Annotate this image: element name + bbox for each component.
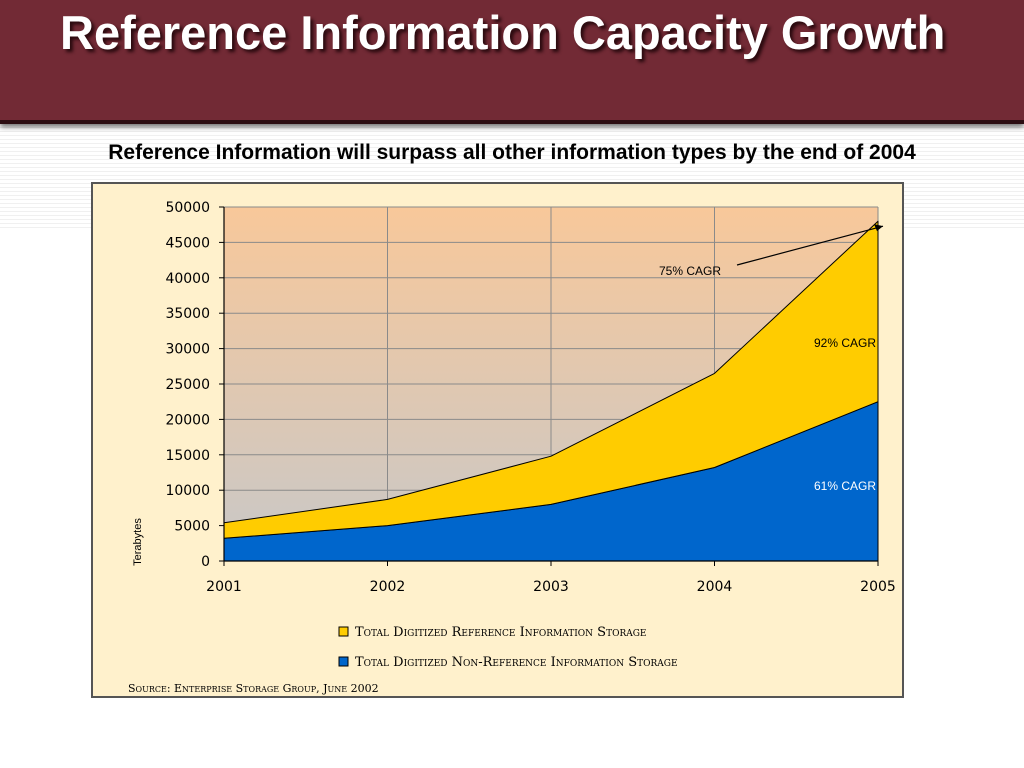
y-tick-label: 45000: [165, 235, 210, 251]
legend: Total Digitized Reference Information St…: [338, 625, 678, 670]
annotation-total-cagr: 75% CAGR: [659, 264, 721, 278]
annotation-non-reference-cagr: 61% CAGR: [814, 479, 876, 493]
y-tick-label: 40000: [165, 271, 210, 287]
y-tick-label: 25000: [165, 377, 210, 393]
x-tick-label: 2004: [697, 579, 733, 595]
legend-label: Total Digitized Non-Reference Informatio…: [355, 655, 678, 670]
y-tick-label: 50000: [165, 200, 210, 216]
slide-subtitle: Reference Information will surpass all o…: [108, 141, 916, 164]
x-tick-label: 2002: [370, 579, 406, 595]
x-tick-label: 2001: [206, 579, 242, 595]
y-axis-label: Terabytes: [132, 518, 144, 566]
title-bar-underline: [0, 120, 1024, 124]
y-tick-label: 35000: [165, 306, 210, 322]
area-chart: 0 5000 10000 15000 20000 25000 30000 35000 40000…: [128, 200, 896, 695]
y-tick-label: 0: [201, 554, 210, 570]
y-tick-label: 20000: [165, 412, 210, 428]
x-tick-label: 2003: [533, 579, 569, 595]
chart-panel: 0 5000 10000 15000 20000 25000 30000 35000 40000…: [91, 182, 904, 698]
area-series-reference: [223, 220, 879, 539]
legend-label: Total Digitized Reference Information St…: [355, 625, 647, 640]
title-bar: Reference Information Capacity Growth: [0, 0, 1024, 124]
annotations: 75% CAGR 92% CAGR 61% CAGR: [659, 224, 884, 493]
y-tick-label: 5000: [174, 519, 210, 535]
x-tick-label: 2005: [860, 579, 896, 595]
annotation-reference-cagr: 92% CAGR: [814, 336, 876, 350]
y-tick-label: 15000: [165, 448, 210, 464]
y-tick-label: 10000: [165, 483, 210, 499]
tick-labels: 0 5000 10000 15000 20000 25000 30000 35000 40000…: [165, 200, 895, 595]
y-tick-label: 30000: [165, 342, 210, 358]
source-note: Source: Enterprise Storage Group, June 2…: [128, 682, 379, 695]
annotation-arrow-line: [736, 225, 884, 266]
axes: [219, 206, 879, 566]
legend-swatch: [338, 626, 349, 637]
slide-title: Reference Information Capacity Growth: [60, 6, 946, 59]
legend-swatch: [338, 656, 349, 667]
annotation-arrow-head: [874, 224, 883, 232]
